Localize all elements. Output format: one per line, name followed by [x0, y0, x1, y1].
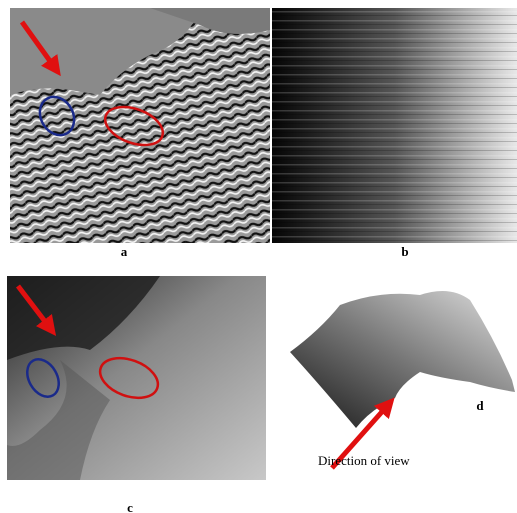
figure: a b c d Direction of view	[0, 0, 517, 513]
panel-b	[272, 8, 517, 243]
panel-d	[290, 291, 515, 468]
panel-label: b	[401, 244, 408, 259]
panel-label: c	[127, 500, 133, 513]
panel-a	[10, 8, 270, 243]
annotation: Direction of view	[318, 453, 410, 468]
panel-label: d	[476, 398, 484, 413]
panel-c	[7, 276, 266, 480]
panel-label: a	[121, 244, 128, 259]
